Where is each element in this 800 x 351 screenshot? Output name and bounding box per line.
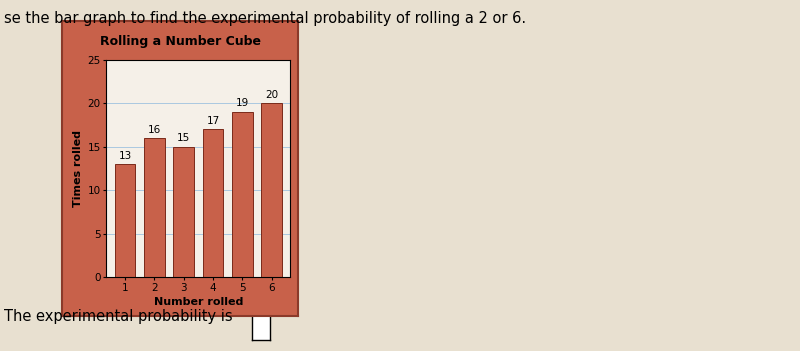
Text: 13: 13 [118,151,132,161]
Bar [203,129,223,277]
Text: The experimental probability is: The experimental probability is [4,309,233,324]
Bar [232,112,253,277]
Bar [174,147,194,277]
Bar [262,103,282,277]
Text: Rolling a Number Cube: Rolling a Number Cube [100,35,261,48]
Text: 19: 19 [236,98,249,108]
Text: se the bar graph to find the experimental probability of rolling a 2 or 6.: se the bar graph to find the experimenta… [4,11,526,26]
Y-axis label: Times rolled: Times rolled [74,130,83,207]
Text: 15: 15 [177,133,190,143]
Text: 17: 17 [206,116,220,126]
Bar [144,138,165,277]
Text: 20: 20 [266,90,278,100]
Text: 16: 16 [148,125,161,134]
X-axis label: Number rolled: Number rolled [154,297,243,307]
Bar [114,164,135,277]
